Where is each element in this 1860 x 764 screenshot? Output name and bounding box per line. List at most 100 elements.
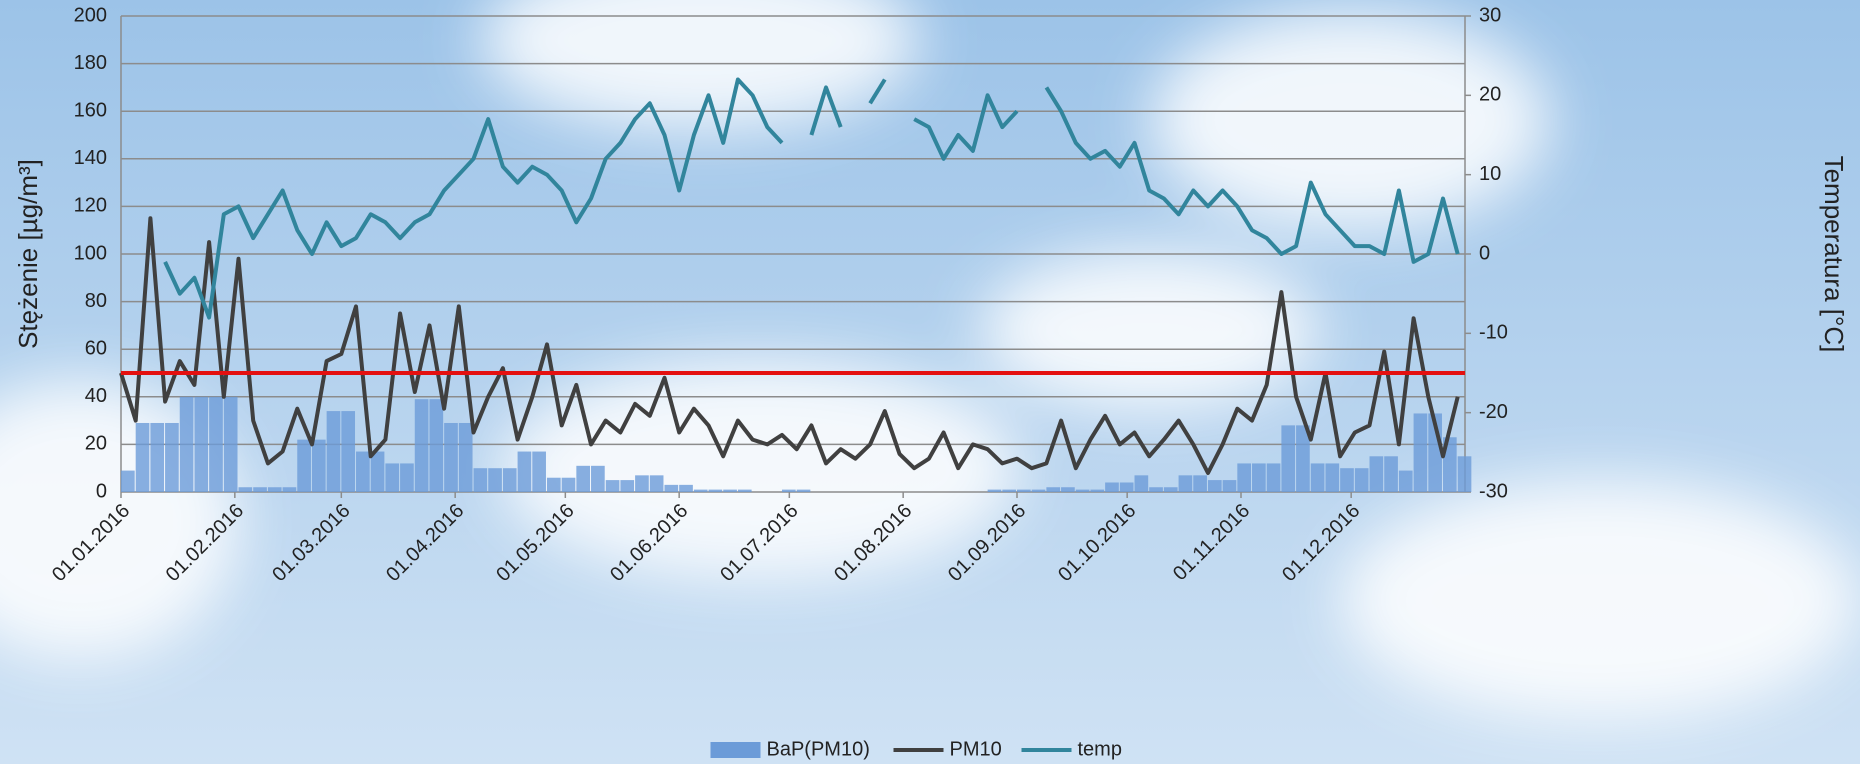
legend-swatch [711, 742, 761, 758]
bar [694, 490, 708, 492]
y2-tick-label: -10 [1479, 322, 1508, 344]
y2-tick-label: 10 [1479, 163, 1501, 185]
bar [150, 423, 164, 492]
bar [782, 490, 796, 492]
y2-tick-label: 20 [1479, 84, 1501, 106]
page: {"chart_data": { "type": "combo", "y_lab… [0, 0, 1860, 764]
bar [709, 490, 723, 492]
y-tick-label: 20 [85, 433, 107, 455]
bar [444, 423, 458, 492]
bar [518, 452, 532, 492]
bar [620, 480, 634, 492]
bar [1267, 463, 1281, 492]
bar [1340, 468, 1354, 492]
legend-label: BaP(PM10) [767, 738, 870, 760]
bar [1090, 490, 1104, 492]
bar [1311, 463, 1325, 492]
bar [1458, 456, 1472, 492]
bar [341, 411, 355, 492]
bar [1325, 463, 1339, 492]
bar [606, 480, 620, 492]
bar [1032, 490, 1046, 492]
y-axis-title: Stężenie [µg/m³] [13, 159, 43, 349]
y-tick-label: 80 [85, 290, 107, 312]
bar [121, 471, 135, 492]
bar [239, 487, 253, 492]
y-tick-label: 0 [96, 480, 107, 502]
bar [576, 466, 590, 492]
y-tick-label: 60 [85, 337, 107, 359]
bar [1002, 490, 1016, 492]
bar [327, 411, 341, 492]
bar [209, 397, 223, 492]
bar [1046, 487, 1060, 492]
y-tick-label: 180 [74, 52, 107, 74]
bar [738, 490, 752, 492]
bar [591, 466, 605, 492]
bar [532, 452, 546, 492]
bar [1179, 475, 1193, 492]
bar [268, 487, 282, 492]
bar [1061, 487, 1075, 492]
bar [1120, 482, 1134, 492]
y-tick-label: 100 [74, 242, 107, 264]
bar [312, 440, 326, 492]
legend-label: PM10 [950, 738, 1002, 760]
bar [1149, 487, 1163, 492]
bar [650, 475, 664, 492]
y-tick-label: 120 [74, 195, 107, 217]
bar [562, 478, 576, 492]
bar [297, 440, 311, 492]
bar [429, 399, 443, 492]
y-tick-label: 200 [74, 4, 107, 26]
y2-tick-label: 0 [1479, 242, 1490, 264]
bar [1105, 482, 1119, 492]
y2-tick-label: -30 [1479, 480, 1508, 502]
legend-label: temp [1078, 738, 1122, 760]
bar [1193, 475, 1207, 492]
y2-tick-label: -20 [1479, 401, 1508, 423]
bar [679, 485, 693, 492]
bar [1370, 456, 1384, 492]
bar [224, 397, 238, 492]
bar [136, 423, 150, 492]
y-tick-label: 160 [74, 99, 107, 121]
bar [180, 397, 194, 492]
y2-tick-label: 30 [1479, 4, 1501, 26]
bar [1237, 463, 1251, 492]
bar [1076, 490, 1090, 492]
bar [635, 475, 649, 492]
bar [723, 490, 737, 492]
bar [1252, 463, 1266, 492]
bar [165, 423, 179, 492]
bar [385, 463, 399, 492]
bar [283, 487, 297, 492]
bar [488, 468, 502, 492]
bar [1355, 468, 1369, 492]
bar [1399, 471, 1413, 492]
bar [356, 452, 370, 492]
bar [400, 463, 414, 492]
bar [503, 468, 517, 492]
bar [194, 397, 208, 492]
y-tick-label: 40 [85, 385, 107, 407]
y2-axis-title: Temperatura [°C] [1819, 156, 1849, 353]
bar [664, 485, 678, 492]
bar [474, 468, 488, 492]
bar [1017, 490, 1031, 492]
bar [797, 490, 811, 492]
bar [988, 490, 1002, 492]
bar [459, 423, 473, 492]
bar [1281, 425, 1295, 492]
chart: Stężenie [µg/m³] Temperatura [°C] 0 20 40 6… [0, 0, 1860, 764]
bar [253, 487, 267, 492]
bar [547, 478, 561, 492]
bar [1135, 475, 1149, 492]
bar [1164, 487, 1178, 492]
bar [371, 452, 385, 492]
bar [415, 399, 429, 492]
y-tick-label: 140 [74, 147, 107, 169]
bar [1208, 480, 1222, 492]
bar [1223, 480, 1237, 492]
bar [1414, 413, 1428, 492]
